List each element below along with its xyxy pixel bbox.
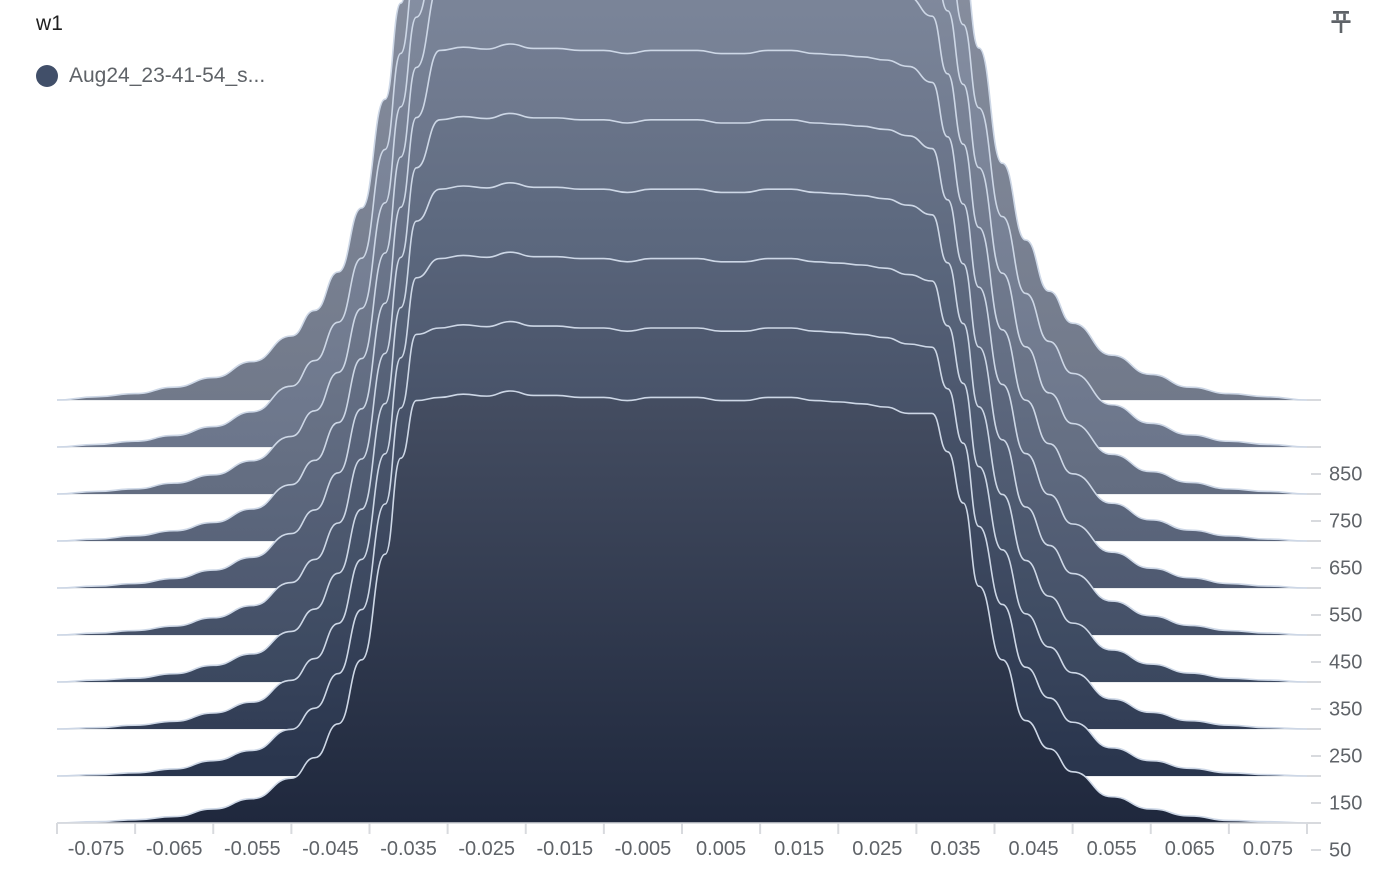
ridge-outline — [56, 0, 1308, 495]
ridge-outline — [56, 251, 1308, 730]
ridge-outline — [56, 43, 1308, 589]
x-axis-tick-label: -0.025 — [458, 838, 515, 860]
ridge-outline — [56, 0, 1308, 542]
ridge-outline — [56, 182, 1308, 683]
x-axis-tick-label: -0.045 — [302, 838, 359, 860]
x-axis-tick-label: -0.075 — [68, 838, 125, 860]
x-axis-tick-label: -0.005 — [615, 838, 672, 860]
x-axis-tick-label: -0.065 — [146, 838, 203, 860]
x-axis-tick-label: 0.065 — [1165, 838, 1215, 860]
x-axis-tick-label: 0.075 — [1243, 838, 1293, 860]
x-axis-tick-label: 0.035 — [930, 838, 980, 860]
page-title: w1 — [36, 12, 64, 35]
legend: Aug24_23-41-54_s... — [36, 64, 265, 88]
x-axis-tick-label: 0.045 — [1009, 838, 1059, 860]
y-axis-tick-label: 750 — [1329, 510, 1362, 532]
y-axis-tick-label: 350 — [1329, 698, 1362, 720]
x-axis-tick-label: -0.015 — [536, 838, 593, 860]
legend-item[interactable]: Aug24_23-41-54_s... — [36, 64, 265, 88]
y-axis-tick-label: 150 — [1329, 792, 1362, 814]
circle-swatch-icon — [36, 65, 58, 87]
y-axis-tick-label: 450 — [1329, 651, 1362, 673]
ridge-outline — [56, 0, 1308, 401]
x-axis-tick-label: 0.005 — [696, 838, 746, 860]
y-axis-tick-label: 850 — [1329, 463, 1362, 485]
ridge-outline — [56, 320, 1308, 777]
y-axis-tick-label: 50 — [1329, 839, 1351, 861]
pushpin-icon[interactable] — [1324, 6, 1358, 40]
ridge-outline — [56, 112, 1308, 636]
ridge-outline — [56, 390, 1308, 824]
x-axis-tick-label: 0.025 — [852, 838, 902, 860]
legend-item-label: Aug24_23-41-54_s... — [69, 64, 266, 87]
x-axis-tick-label: -0.055 — [224, 838, 281, 860]
x-axis-tick-label: 0.055 — [1087, 838, 1137, 860]
y-axis-tick-label: 550 — [1329, 604, 1362, 626]
x-axis-tick-label: 0.015 — [774, 838, 824, 860]
ridge-outline — [56, 0, 1308, 448]
y-axis-tick-label: 250 — [1329, 745, 1362, 767]
ridge-area[interactable] — [57, 391, 1307, 823]
x-axis-tick-label: -0.035 — [380, 838, 437, 860]
y-axis-tick-label: 650 — [1329, 557, 1362, 579]
